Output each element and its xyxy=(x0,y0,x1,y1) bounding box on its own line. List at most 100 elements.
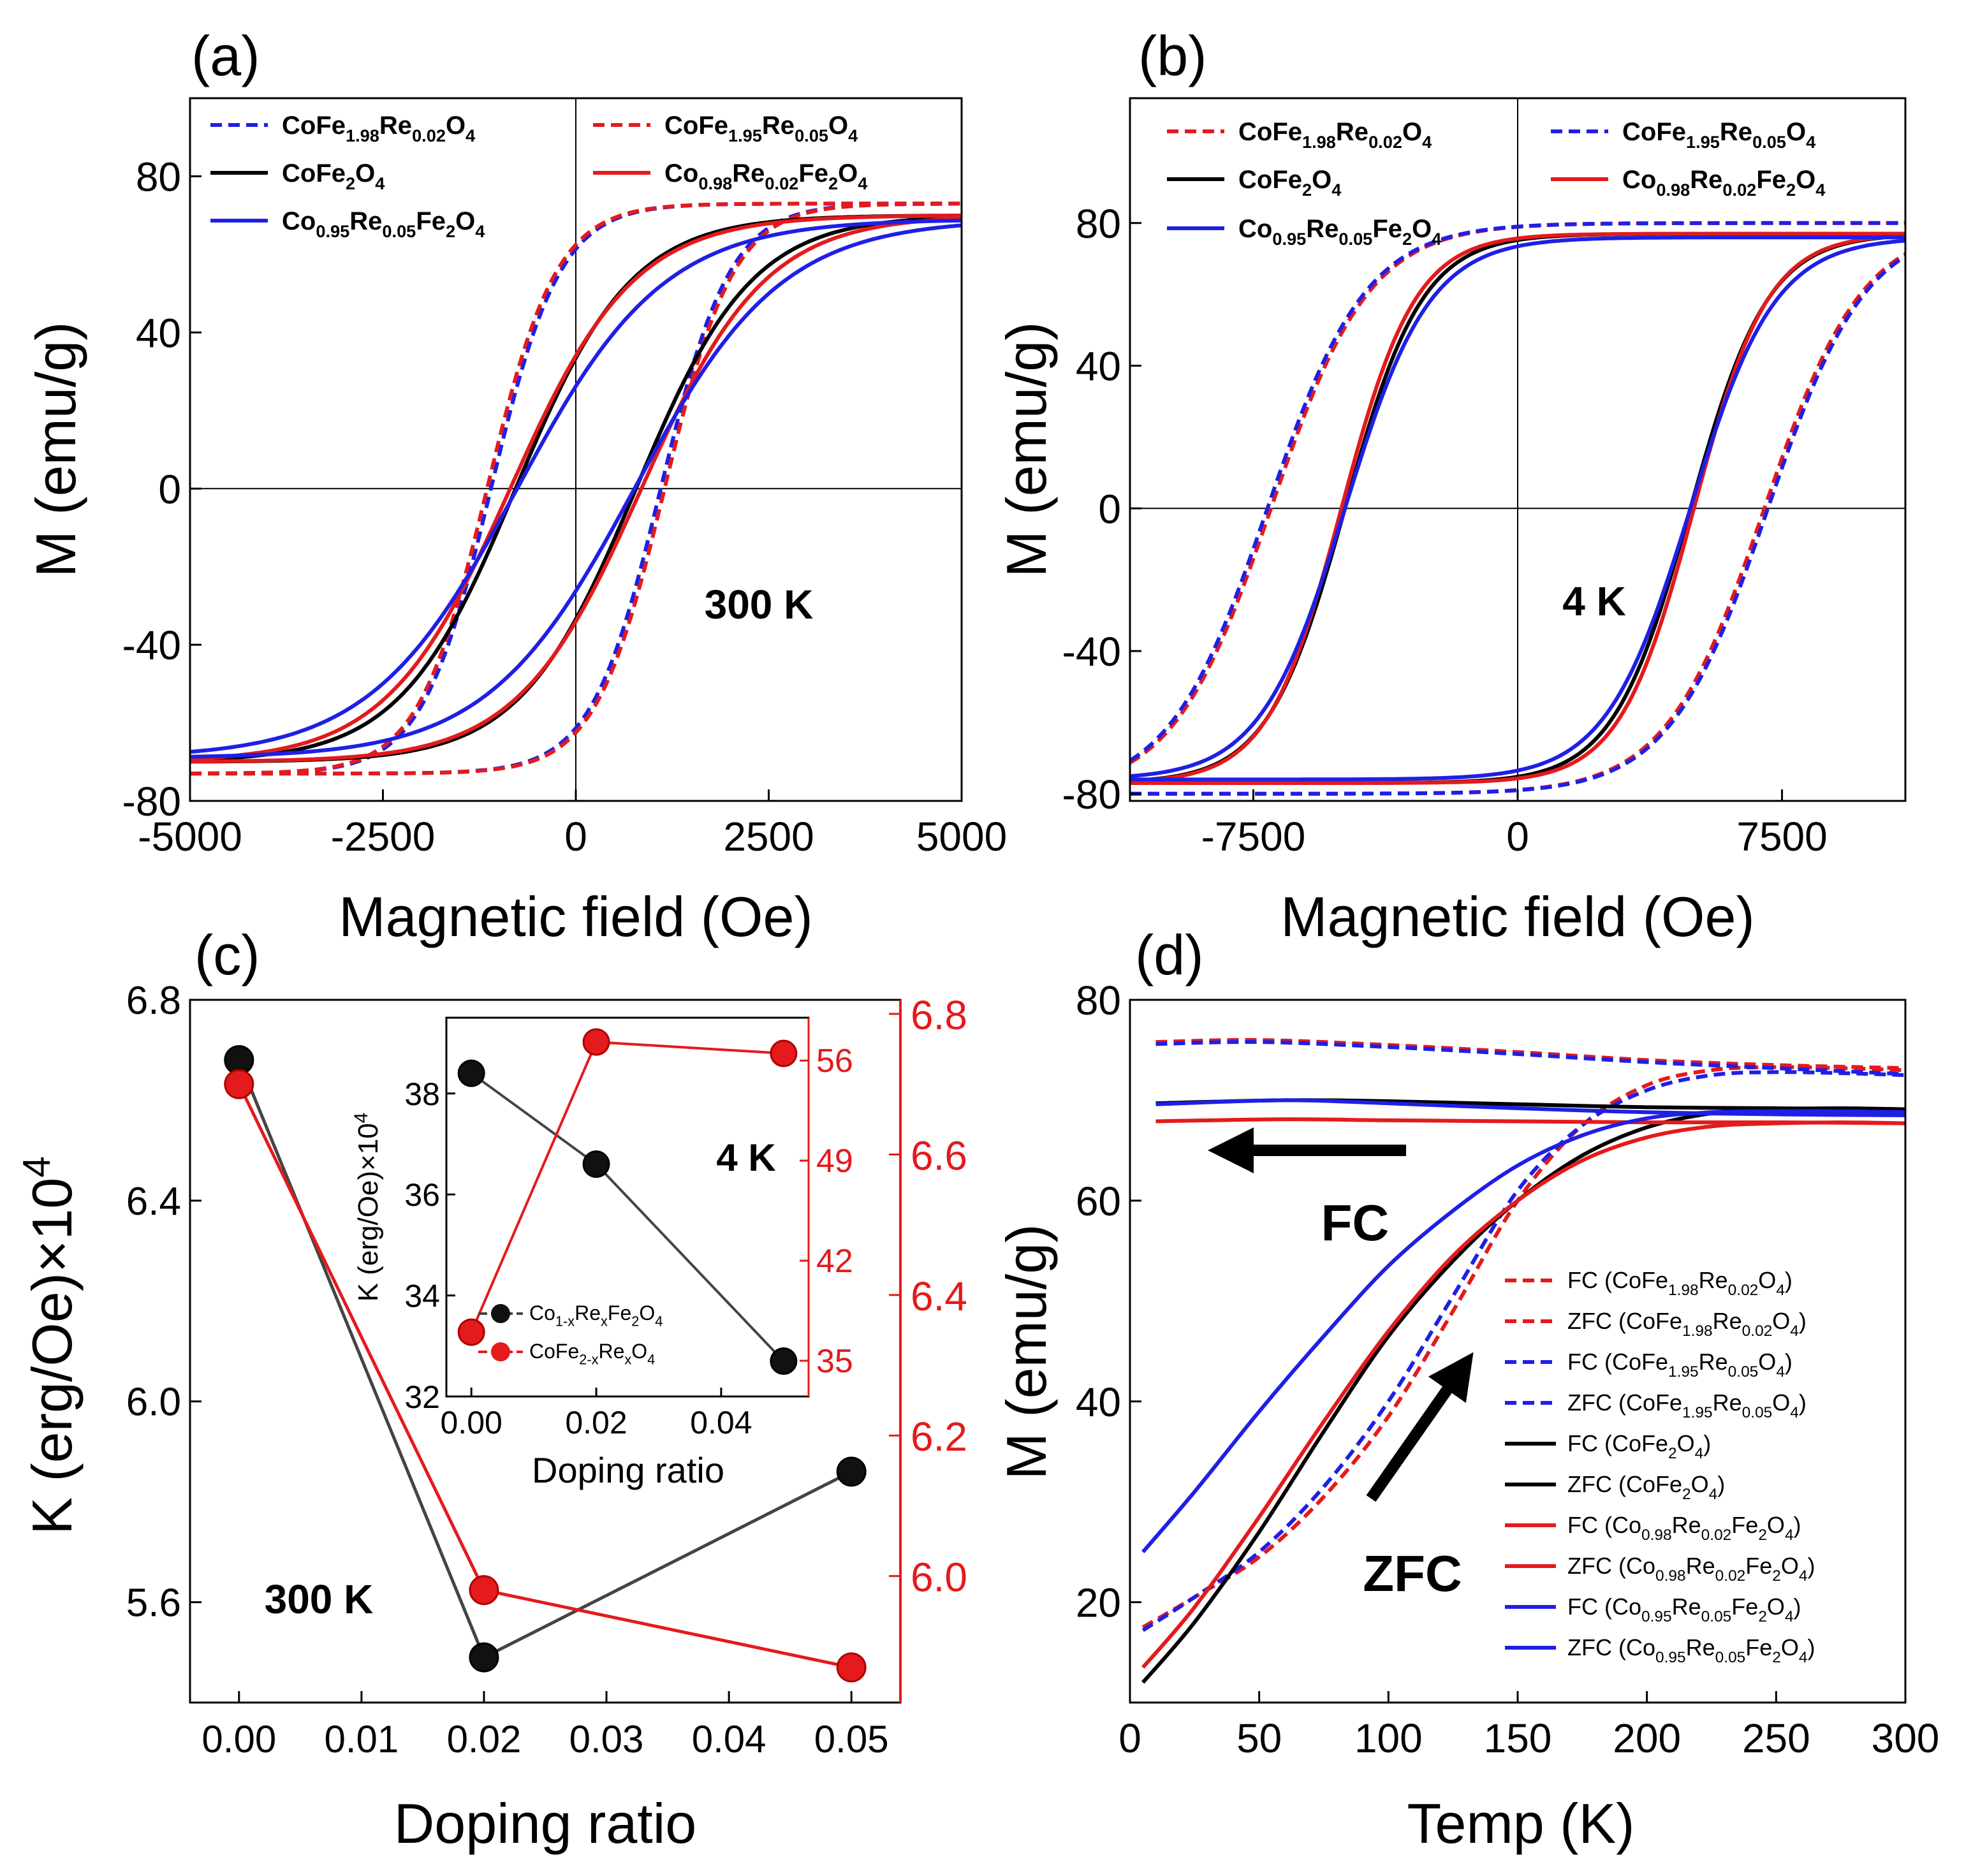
panel-a-xtick-label: 0 xyxy=(564,814,587,860)
series-line xyxy=(1141,1109,1905,1553)
legend-label: CoFe2O4 xyxy=(1238,166,1341,200)
series-line xyxy=(1155,1039,1905,1076)
x-tick-label: 0.05 xyxy=(814,1718,889,1761)
series-line xyxy=(1155,1098,1905,1117)
panel-d-xtick-label: 100 xyxy=(1354,1715,1423,1761)
legend-label: ZFC (CoFe2O4) xyxy=(1567,1471,1725,1503)
zfc-arrow xyxy=(1366,1352,1474,1502)
x-tick-label: 0.04 xyxy=(692,1718,766,1761)
data-point xyxy=(836,1652,867,1683)
inset-y-tick-label: 38 xyxy=(404,1076,440,1112)
legend-label: FC (CoFe1.95Re0.05O4) xyxy=(1567,1349,1793,1381)
inset-legend-label: CoFe2-xRexO4 xyxy=(529,1340,655,1368)
series-line xyxy=(190,223,962,759)
temperature-annotation: 300 K xyxy=(705,582,814,627)
panel-label: (d) xyxy=(1135,923,1204,986)
fc-annotation: FC xyxy=(1321,1194,1389,1251)
inset-y-tick-label: 34 xyxy=(404,1279,440,1314)
panel-a-ytick-label: -40 xyxy=(122,622,182,668)
series-line xyxy=(190,202,962,775)
panel-d-xtick-label: 150 xyxy=(1484,1715,1552,1761)
legend-label: FC (Co0.95Re0.05Fe2O4) xyxy=(1567,1594,1801,1625)
legend-label: FC (CoFe1.98Re0.02O4) xyxy=(1567,1267,1793,1299)
panel-a: (a) -5000 -2500 0 2500 5000 -80 -40 0 40 80 Magneti… xyxy=(24,24,1007,948)
y-tick-label: 6.0 xyxy=(126,1381,181,1425)
inset-data-point xyxy=(582,1028,610,1056)
panel-b-ytick-label: -40 xyxy=(1062,629,1122,675)
temperature-annotation: 300 K xyxy=(265,1576,374,1622)
panel-b-xtick-label: 0 xyxy=(1506,814,1529,860)
inset-y-tick-label: 32 xyxy=(404,1379,440,1415)
panel-a-xtick-label: -5000 xyxy=(138,814,242,860)
y-tick-label: 6.4 xyxy=(126,1180,181,1224)
panel-label: (b) xyxy=(1138,24,1207,87)
inset-temperature-annotation: 4 K xyxy=(716,1136,775,1179)
y-tick-label: 6.8 xyxy=(126,979,181,1023)
y-right-tick-label: 6.4 xyxy=(911,1273,967,1319)
panel-d-xtick-label: 300 xyxy=(1872,1715,1940,1761)
y-right-tick-label: 6.6 xyxy=(911,1132,967,1178)
legend-label: Co0.98Re0.02Fe2O4 xyxy=(1622,166,1825,200)
legend-label: FC (CoFe2O4) xyxy=(1567,1430,1711,1462)
x-axis-label: Doping ratio xyxy=(394,1792,697,1855)
panel-d-ytick-label: 20 xyxy=(1076,1580,1121,1626)
legend-label: Co0.95Re0.05Fe2O4 xyxy=(1238,215,1441,249)
legend-label: CoFe1.95Re0.05O4 xyxy=(1622,118,1815,152)
panel-a-xtick-label: -2500 xyxy=(331,814,436,860)
panel-a-ytick-label: 40 xyxy=(136,310,181,356)
data-point xyxy=(224,1069,254,1099)
inset-background xyxy=(446,1018,809,1396)
x-tick-label: 0.02 xyxy=(447,1718,522,1761)
panel-c: (c) 0.00 0.01 0.02 0.03 0.04 0.05 5.6 6.0 6.4 6.8 6… xyxy=(15,923,967,1855)
series-line xyxy=(1130,254,1905,796)
x-tick-label: 0.00 xyxy=(202,1718,276,1761)
series-line xyxy=(190,218,962,754)
inset-data-point xyxy=(582,1150,610,1178)
inset-y-right-tick-label: 49 xyxy=(816,1143,853,1180)
inset-x-tick-label: 0.04 xyxy=(690,1405,752,1440)
inset-data-point xyxy=(457,1318,485,1346)
inset-x-tick-label: 0.00 xyxy=(441,1405,502,1440)
inset-y-right-tick-label: 35 xyxy=(816,1343,853,1380)
y-axis-label: M (emu/g) xyxy=(24,322,87,578)
series-line xyxy=(1130,238,1905,782)
panel-d-xtick-label: 250 xyxy=(1742,1715,1810,1761)
inset-legend-label: Co1-xRexFe2O4 xyxy=(529,1301,663,1330)
panel-b-xtick-label: -7500 xyxy=(1201,814,1306,860)
panel-a-ytick-label: -80 xyxy=(122,779,182,824)
panel-d-xtick-label: 0 xyxy=(1118,1715,1141,1761)
series-line xyxy=(1130,233,1905,785)
data-point xyxy=(469,1575,499,1606)
series-line xyxy=(190,216,962,764)
inset-legend-marker xyxy=(491,1304,510,1323)
series-line xyxy=(1130,231,1905,784)
legend-label: ZFC (Co0.98Re0.02Fe2O4) xyxy=(1567,1553,1815,1585)
legend-label: FC (Co0.98Re0.02Fe2O4) xyxy=(1567,1512,1801,1544)
panel-d-ytick-label: 40 xyxy=(1076,1379,1121,1425)
data-point xyxy=(469,1642,499,1673)
series-line xyxy=(190,214,962,761)
y-right-tick-label: 6.2 xyxy=(911,1414,967,1460)
y-axis-label: K (erg/Oe)×104 xyxy=(15,1156,84,1534)
panel-d-xtick-label: 50 xyxy=(1236,1715,1282,1761)
inset-legend-marker xyxy=(491,1342,510,1361)
panel-b: (b) -7500 0 7500 -80 -40 0 40 80 Magnetic field (… xyxy=(995,24,1907,948)
panel-d: (d) 0 50 100 150 200 250 300 20 40 60 80 Temp (K) M (… xyxy=(995,923,1939,1855)
x-axis-label: Magnetic field (Oe) xyxy=(339,885,812,948)
inset-data-point xyxy=(770,1347,798,1375)
panel-d-ytick-label: 80 xyxy=(1076,978,1121,1023)
panel-a-ytick-label: 80 xyxy=(136,154,181,200)
panel-a-xtick-label: 5000 xyxy=(916,814,1007,860)
panel-b-ytick-label: 0 xyxy=(1098,486,1121,532)
y-right-tick-label: 6.0 xyxy=(911,1555,967,1601)
legend-label: CoFe1.98Re0.02O4 xyxy=(1238,118,1432,152)
legend-label: CoFe1.95Re0.05O4 xyxy=(664,112,858,145)
x-tick-label: 0.03 xyxy=(569,1718,644,1761)
panel-b-xtick-label: 7500 xyxy=(1736,814,1827,860)
inset-y-right-tick-label: 42 xyxy=(816,1243,853,1280)
y-axis-label: M (emu/g) xyxy=(995,322,1058,578)
inset-y-axis-label: K (erg/Oe)×104 xyxy=(351,1113,384,1302)
inset-data-point xyxy=(770,1039,798,1067)
series-line xyxy=(1130,235,1905,779)
x-tick-label: 0.01 xyxy=(325,1718,399,1761)
